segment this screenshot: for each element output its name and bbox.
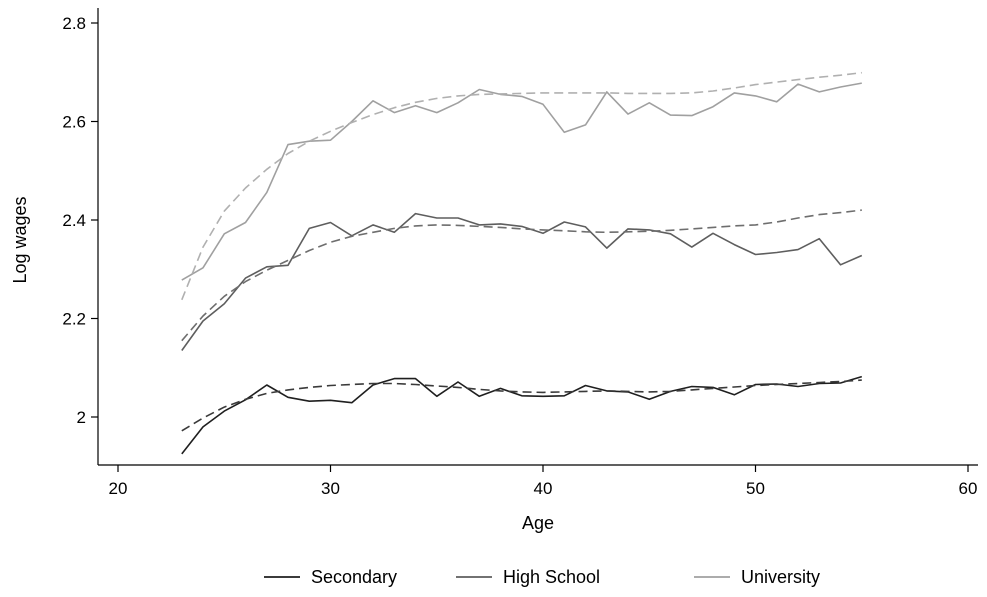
y-tick-label: 2.2 [62, 310, 86, 329]
x-tick-label: 20 [109, 479, 128, 498]
fitted-line-3 [181, 209, 862, 342]
x-tick-label: 50 [746, 479, 765, 498]
series-line-secondary [181, 375, 863, 455]
x-tick-label: 60 [959, 479, 978, 498]
y-tick-label: 2.4 [62, 211, 86, 230]
x-ticks: 20 30 40 50 60 [109, 465, 978, 498]
series-layer [181, 71, 863, 455]
series-line-university [181, 82, 862, 281]
y-tick-label: 2.8 [62, 14, 86, 33]
fitted-line-1 [181, 379, 862, 432]
x-tick-label: 40 [534, 479, 553, 498]
legend-label: High School [503, 567, 600, 587]
plot-area [98, 8, 978, 465]
x-axis-title: Age [522, 513, 554, 533]
legend: Secondary High School University [264, 567, 820, 587]
y-tick-label: 2 [77, 408, 86, 427]
legend-label: Secondary [311, 567, 397, 587]
y-axis-title: Log wages [10, 196, 30, 283]
legend-label: University [741, 567, 820, 587]
x-tick-label: 30 [321, 479, 340, 498]
y-tick-label: 2.6 [62, 113, 86, 132]
y-ticks: 2 2.2 2.4 2.6 2.8 [62, 14, 98, 427]
series-line-high-school [181, 212, 863, 351]
